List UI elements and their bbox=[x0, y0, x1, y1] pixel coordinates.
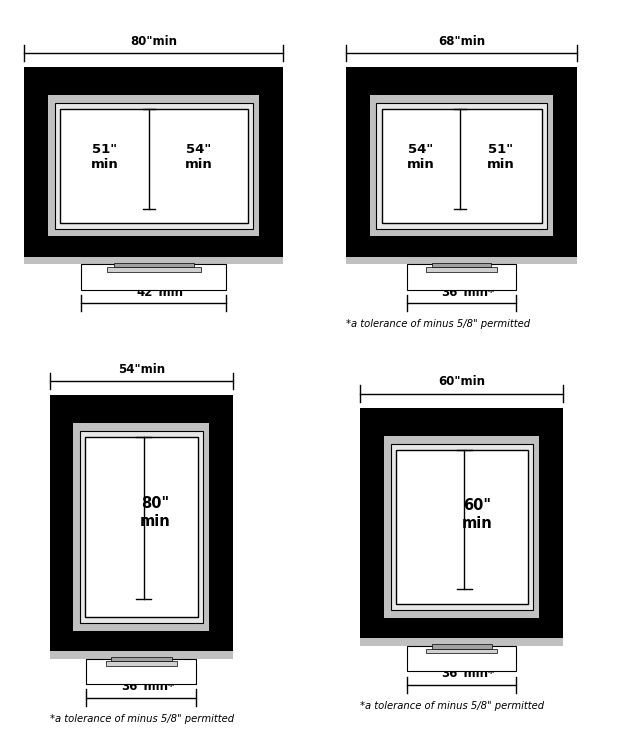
Bar bbox=[432, 263, 491, 268]
Bar bbox=[73, 423, 209, 631]
Bar bbox=[431, 644, 492, 649]
Bar bbox=[360, 638, 563, 646]
Bar bbox=[384, 436, 539, 618]
Text: *a tolerance of minus 5/8" permitted: *a tolerance of minus 5/8" permitted bbox=[346, 320, 531, 329]
Text: 60"min: 60"min bbox=[438, 375, 485, 388]
Bar bbox=[426, 649, 497, 653]
Text: 54"
min: 54" min bbox=[185, 143, 212, 171]
Bar bbox=[50, 396, 233, 659]
Text: 80"min: 80"min bbox=[131, 35, 177, 48]
Bar bbox=[48, 95, 259, 237]
Text: 51"
min: 51" min bbox=[90, 143, 118, 171]
Bar bbox=[86, 659, 197, 684]
Bar bbox=[407, 646, 516, 671]
Bar bbox=[82, 265, 226, 290]
Text: 36"min*: 36"min* bbox=[441, 286, 494, 299]
Bar bbox=[391, 444, 533, 610]
Bar bbox=[360, 408, 563, 646]
Text: 60"
min: 60" min bbox=[462, 498, 493, 531]
Bar bbox=[370, 95, 553, 237]
Bar bbox=[80, 430, 203, 624]
Bar bbox=[24, 68, 283, 265]
Text: 80"
min: 80" min bbox=[139, 496, 170, 528]
Bar bbox=[114, 263, 193, 268]
Text: 36"min*: 36"min* bbox=[121, 680, 174, 693]
Bar bbox=[346, 257, 577, 265]
Bar bbox=[24, 257, 283, 265]
Text: 54"min: 54"min bbox=[117, 363, 165, 376]
Bar bbox=[346, 68, 577, 265]
Bar bbox=[106, 662, 177, 666]
Bar bbox=[408, 265, 516, 290]
Bar bbox=[55, 103, 253, 229]
Bar bbox=[50, 652, 233, 659]
Bar bbox=[111, 657, 171, 662]
Bar bbox=[396, 450, 528, 604]
Text: 42"min: 42"min bbox=[137, 286, 183, 299]
Text: 36"min*: 36"min* bbox=[441, 667, 494, 680]
Bar bbox=[107, 268, 201, 272]
Text: 54"
min: 54" min bbox=[407, 143, 435, 171]
Bar bbox=[381, 109, 541, 223]
Text: 51"
min: 51" min bbox=[487, 143, 515, 171]
Bar bbox=[85, 436, 198, 618]
Text: 68"min: 68"min bbox=[438, 35, 485, 48]
Bar bbox=[426, 268, 497, 272]
Bar bbox=[60, 109, 248, 223]
Text: *a tolerance of minus 5/8" permitted: *a tolerance of minus 5/8" permitted bbox=[360, 701, 544, 711]
Bar bbox=[376, 103, 546, 229]
Text: *a tolerance of minus 5/8" permitted: *a tolerance of minus 5/8" permitted bbox=[50, 713, 234, 724]
